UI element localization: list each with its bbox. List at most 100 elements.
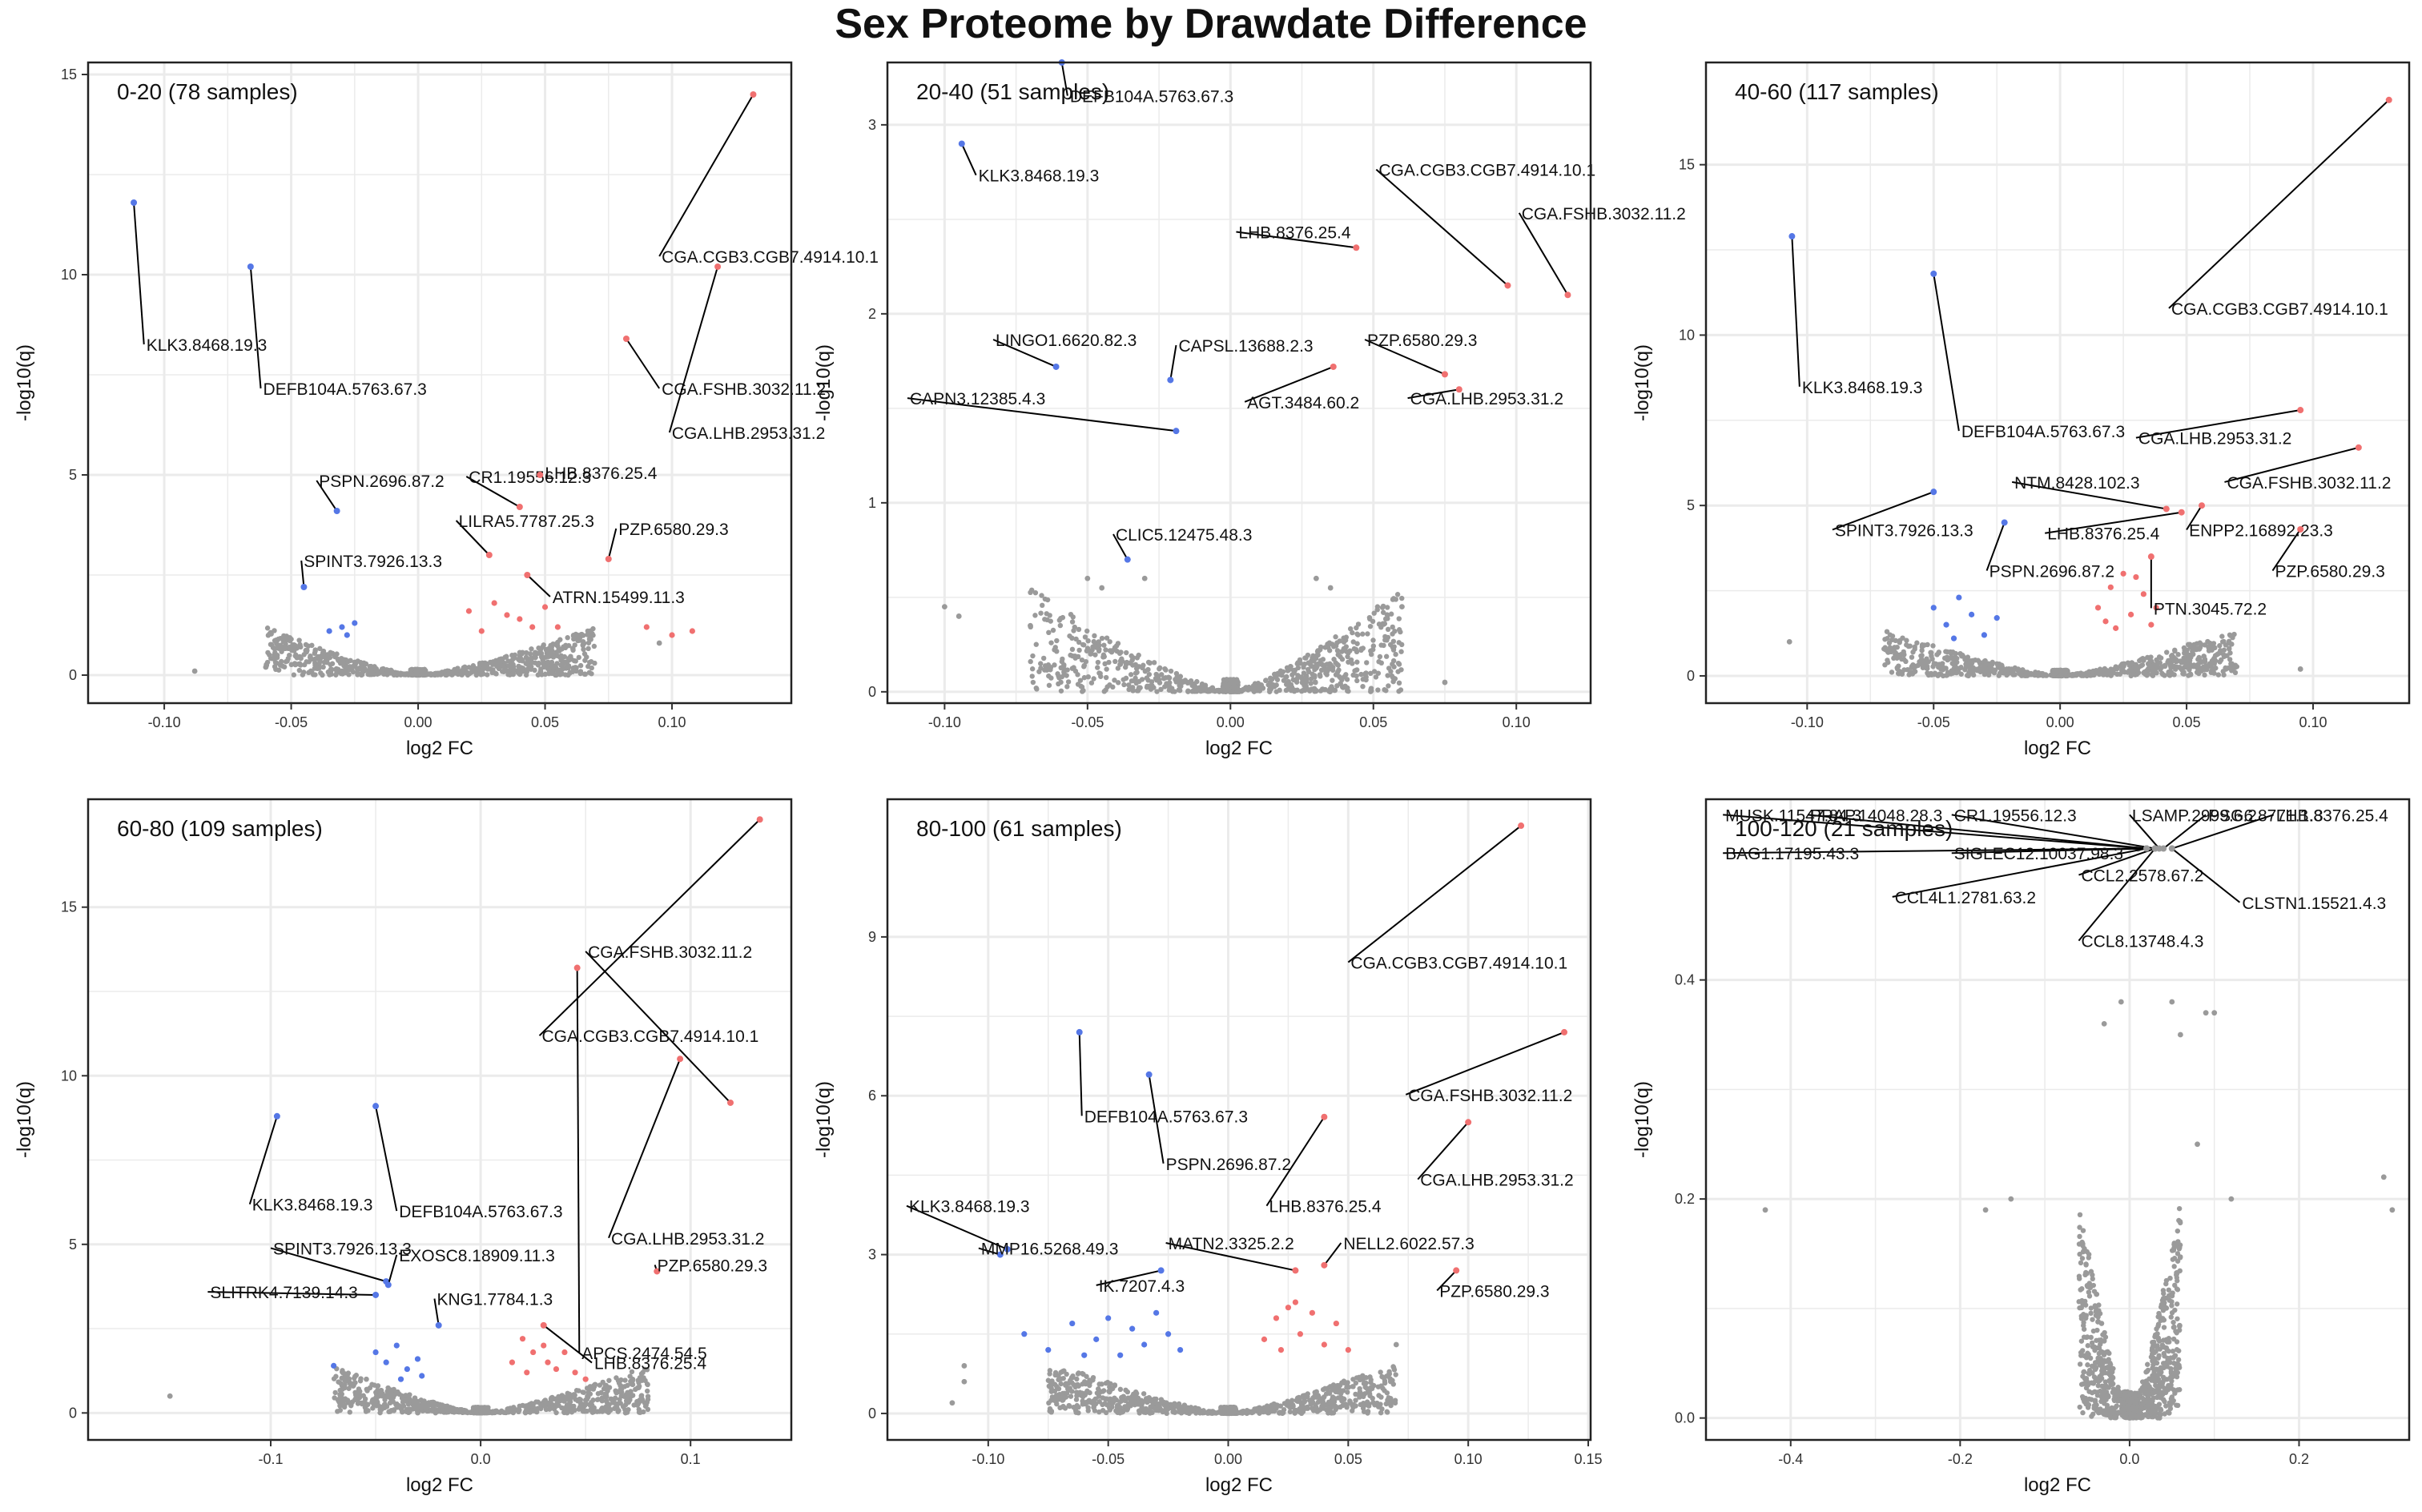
sig-point [504,612,510,618]
ns-point [1377,653,1383,660]
ns-point [1373,674,1379,680]
ns-point [453,670,459,675]
ns-point [1882,645,1888,650]
y-tick-label: 15 [61,899,77,915]
point-label: CGA.FSHB.3032.11.2 [662,380,826,399]
point-label: DEFB104A.5763.67.3 [264,380,427,399]
ns-point [1286,1404,1293,1409]
ns-point [2128,673,2134,679]
ns-point [381,1393,388,1399]
ns-point [1128,672,1134,678]
sig-point [509,1359,516,1365]
sig-point [404,1365,410,1373]
ns-point [540,661,546,666]
ns-point [645,1393,651,1399]
ns-point [560,666,565,672]
ns-point [1038,610,1044,616]
ns-point [1386,683,1391,689]
ns-point [1260,685,1265,691]
ns-point [353,1395,359,1401]
ns-point [545,1401,552,1406]
ns-point [1277,687,1282,694]
panel-3: KLK3.8468.19.3DEFB104A.5763.67.3CGA.CGB3… [1631,61,2411,759]
ns-point [1346,659,1351,665]
ns-point [1335,652,1341,657]
ns-point [1056,617,1063,623]
ns-point [589,671,594,677]
ns-point [1097,670,1103,677]
ns-point [1315,652,1321,658]
ns-point [1104,1396,1109,1401]
ns-point [1380,1385,1386,1391]
x-axis-label: log2 FC [406,738,473,759]
ns-point [1272,673,1278,678]
ns-point [481,671,486,677]
ns-point [1904,642,1909,648]
ns-point [1266,686,1273,693]
x-axis-label: log2 FC [1205,738,1273,759]
ns-point [1326,641,1332,646]
ns-point [635,1401,641,1407]
ns-point [339,655,344,662]
ns-point [1399,595,1405,601]
ns-point [1285,682,1291,688]
ns-point [490,667,496,673]
ns-point [492,1409,498,1415]
ns-point [1189,681,1195,686]
ns-point [535,662,541,668]
sig-point [2107,584,2114,590]
ns-point [1385,673,1390,678]
ns-point [1069,635,1075,641]
ns-point [1173,677,1178,682]
ns-point [582,671,588,677]
ns-point [590,625,596,632]
ns-point [1937,671,1944,678]
ns-point [1360,631,1366,637]
ns-point [1091,1397,1096,1404]
ns-point [1936,650,1941,656]
ns-point [1102,661,1108,667]
x-tick-label: 0.00 [2046,714,2074,730]
ns-point [961,1378,968,1385]
ns-point [1389,1399,1395,1405]
ns-point [1158,686,1164,693]
ns-point [1958,671,1964,677]
ns-point [1315,648,1321,653]
ns-point [1353,1403,1358,1409]
ns-point [1940,667,1946,673]
sig-point [2102,618,2109,625]
ns-point [303,641,309,648]
ns-point [2221,672,2227,678]
ns-point [1943,649,1949,654]
ns-point [1084,648,1090,653]
ns-point [581,1389,587,1395]
ns-point [1039,593,1044,598]
sig-point [530,1349,537,1356]
ns-point [1364,1399,1370,1405]
ns-point [1313,575,1319,581]
ns-point [1289,1397,1295,1403]
sig-point [1021,1331,1028,1337]
ns-point [1093,645,1100,650]
ns-point [570,633,577,639]
ns-point [1388,611,1394,617]
point-label: LINGO1.6620.82.3 [996,332,1137,350]
ns-point [584,1385,590,1391]
ns-point [1925,659,1931,665]
ns-point [463,666,469,671]
ns-point [630,1381,635,1387]
ns-point [1335,662,1341,668]
ns-point [1313,680,1318,686]
ns-point [1290,677,1296,682]
ns-point [1130,655,1136,661]
ns-point [1104,666,1109,672]
ns-point [1104,635,1110,641]
ns-point [478,662,484,667]
ns-point [1224,677,1230,682]
labeled-point [958,140,965,147]
ns-point [581,646,586,653]
ns-point [485,666,491,672]
ns-point [1296,1396,1302,1401]
ns-point [1365,631,1370,637]
